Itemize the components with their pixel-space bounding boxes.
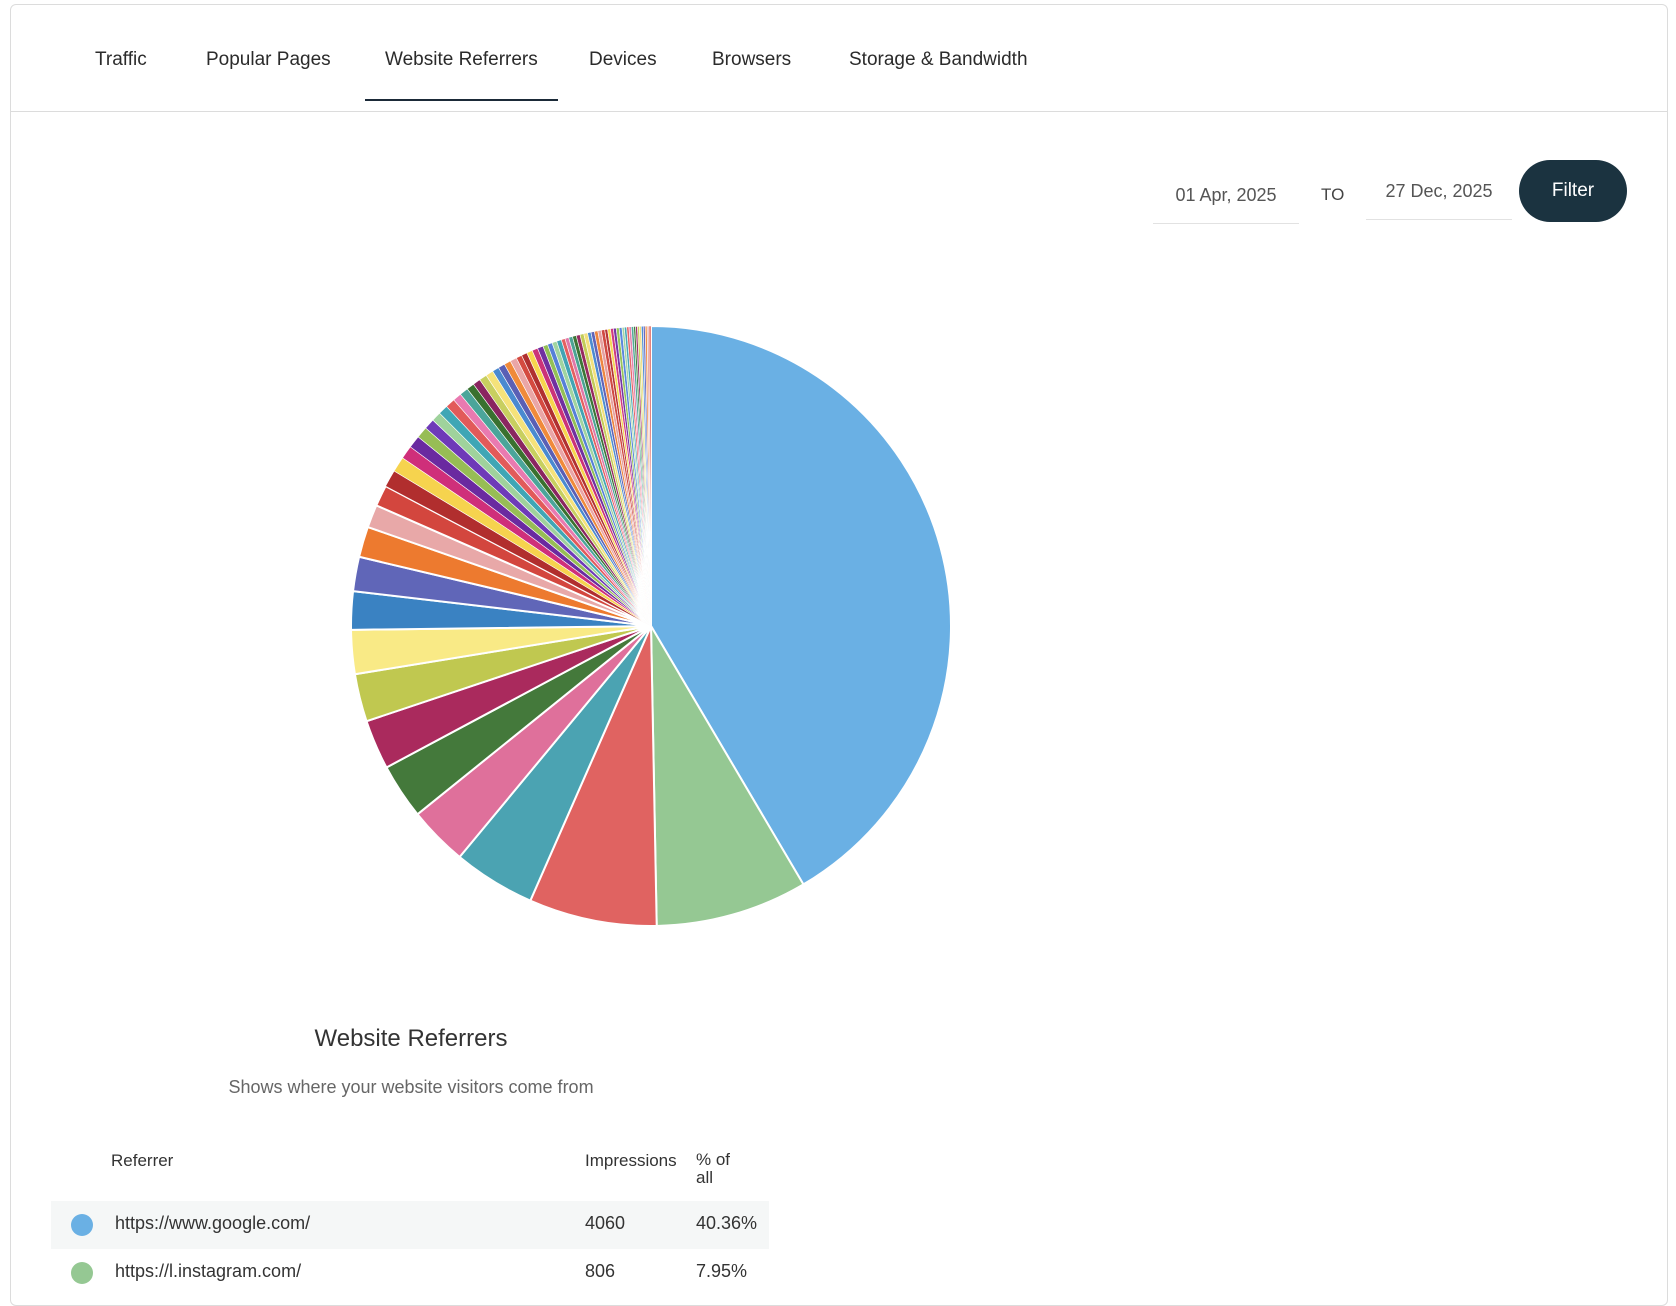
to-label: TO [1321,185,1345,204]
filter-button[interactable]: Filter [1519,160,1627,222]
percent-cell: 7.95% [696,1261,748,1281]
to-date-field[interactable]: 27 Dec, 2025 [1366,163,1512,220]
tab-devices[interactable]: Devices [589,49,657,70]
tab-popular-pages[interactable]: Popular Pages [206,49,331,70]
chart-title: Website Referrers [314,1025,508,1052]
analytics-panel: Traffic Popular Pages Website Referrers … [10,4,1668,1306]
header-percent: % of all [696,1150,731,1187]
percent-cell: 40.36% [696,1213,758,1233]
tab-bar: Traffic Popular Pages Website Referrers … [11,5,1667,112]
referrer-cell: https://l.instagram.com/ [115,1261,302,1281]
impressions-cell: 806 [585,1261,616,1281]
series-color-dot [71,1262,93,1284]
from-date-field[interactable]: 01 Apr, 2025 [1153,167,1299,224]
impressions-cell: 4060 [585,1213,626,1233]
pie-slice-2[interactable] [529,625,658,927]
pie-slice-0[interactable] [650,324,952,886]
pie-slice-1[interactable] [649,622,805,927]
tab-storage-bandwidth[interactable]: Storage & Bandwidth [849,49,1028,70]
table-row[interactable]: https://www.google.com/ 4060 40.36% [51,1201,769,1249]
pie-slice-73[interactable] [648,325,652,627]
table-row[interactable]: https://l.instagram.com/ 806 7.95% [51,1249,769,1297]
tab-browsers[interactable]: Browsers [712,49,792,70]
tab-website-referrers[interactable]: Website Referrers [365,49,558,101]
header-referrer: Referrer [111,1151,174,1170]
header-impressions: Impressions [585,1151,677,1170]
series-color-dot [71,1214,93,1236]
tab-traffic[interactable]: Traffic [95,49,147,70]
referrers-pie-chart [350,324,952,927]
referrer-cell: https://www.google.com/ [115,1213,311,1233]
chart-subtitle: Shows where your website visitors come f… [228,1077,594,1097]
